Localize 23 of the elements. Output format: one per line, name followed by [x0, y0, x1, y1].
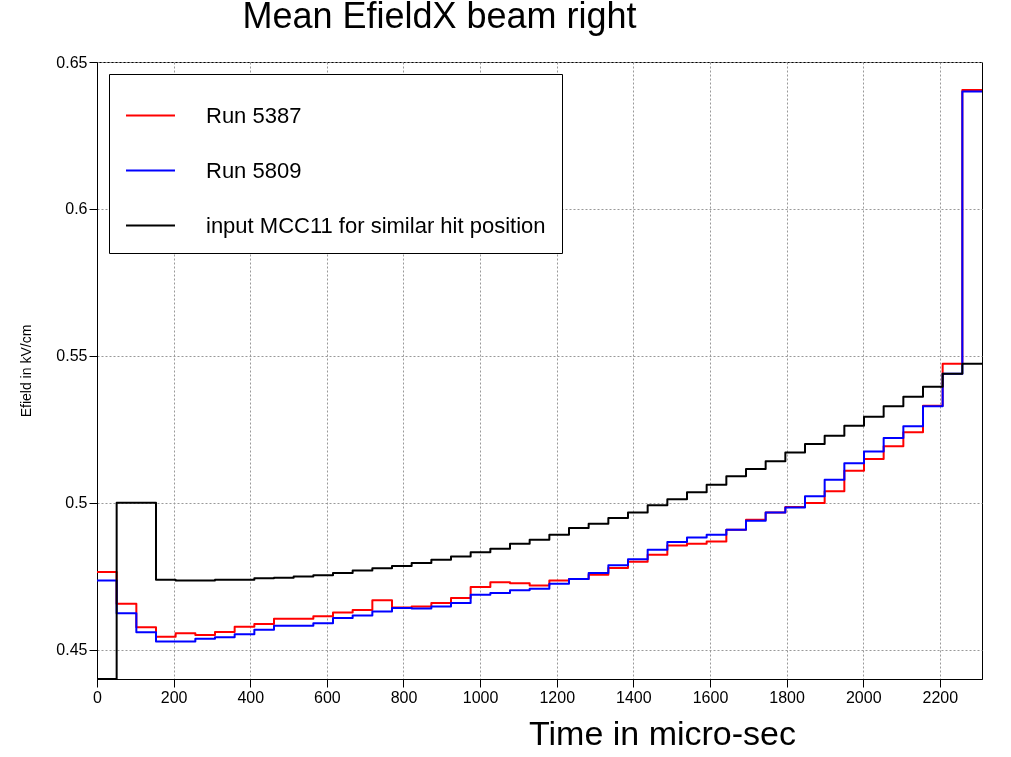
x-tick-label: 600	[314, 688, 341, 706]
y-tick-label: 0.45	[56, 641, 88, 659]
x-tick-label: 200	[160, 688, 188, 706]
y-axis-title: Efield in kV/cm	[18, 324, 35, 418]
x-tick-label: 800	[390, 688, 418, 706]
x-tick-label: 1200	[539, 688, 576, 706]
x-tick-label: 1000	[462, 688, 499, 706]
y-tick-label: 0.65	[56, 53, 88, 71]
y-tick-label: 0.55	[56, 347, 88, 365]
x-axis-title: Time in micro-sec	[529, 713, 796, 752]
x-tick-label: 1600	[692, 688, 729, 706]
legend-label: Run 5387	[206, 102, 302, 128]
legend-label: Run 5809	[206, 157, 302, 183]
x-tick-label: 1800	[769, 688, 806, 706]
x-tick-label: 400	[237, 688, 265, 706]
y-tick-label: 0.6	[65, 200, 88, 218]
x-tick-label: 1400	[616, 688, 652, 706]
x-tick-label: 0	[93, 688, 103, 706]
x-tick-label: 2000	[845, 688, 882, 706]
legend-label: input MCC11 for similar hit position	[206, 212, 546, 238]
chart-title: Mean EfieldX beam right	[242, 0, 637, 36]
x-tick-label: 2200	[922, 688, 959, 706]
y-tick-label: 0.5	[65, 494, 88, 512]
